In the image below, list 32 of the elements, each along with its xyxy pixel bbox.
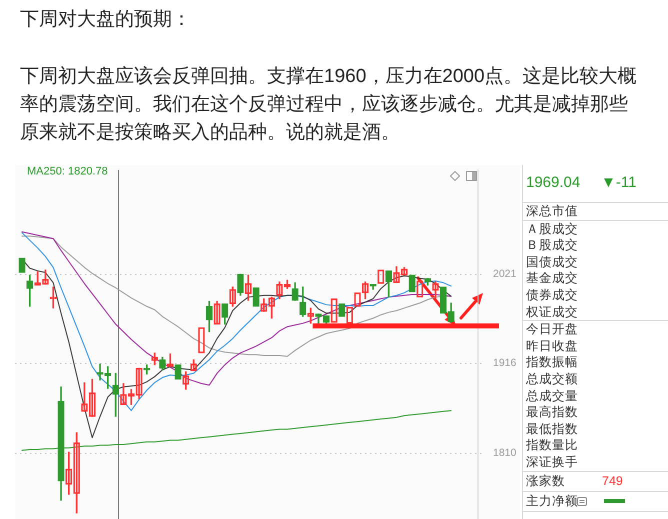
category-label: 指数量比 [526, 437, 578, 454]
category-label: 指数振幅 [526, 354, 578, 371]
y-tick-label: 2021 [493, 268, 517, 280]
chart-subtitle: 下周初大盘应该会反弹回抽。支撑在1960，压力在2000点。这是比较大概率的震荡空间。我们在这个反弹过程中，应该逐步减仓。尤其是减掉那些原来就不是按策略买入的品种。说的就是酒。 [20, 65, 638, 145]
candlestick [18, 258, 26, 273]
category-label: 权证成交 [526, 304, 578, 320]
candlestick [408, 274, 416, 292]
category-label: 深证换手 [526, 454, 578, 470]
category-label: 深总市值 [526, 203, 578, 220]
candlestick [338, 304, 346, 317]
text: ▼-11 [601, 174, 636, 192]
category-label: Ａ股成交 [526, 220, 578, 238]
category-label: 最高指数 [526, 404, 578, 421]
category-label: 债券成交 [526, 286, 578, 304]
category-label: 国债成交 [526, 254, 578, 270]
y-tick-label: 1810 [493, 446, 517, 459]
text: 1969.04 [526, 174, 580, 192]
category-label: 昨日收盘 [526, 338, 578, 354]
category-label: 今日开盘 [526, 321, 578, 338]
text: 749 [602, 474, 623, 488]
category-label: 基金成交 [526, 270, 578, 287]
candlestick [174, 364, 182, 380]
category-label: 涨家数 [526, 472, 565, 490]
chart-title: 下周对大盘的预期： [20, 8, 191, 32]
category-label: 总成交额 [526, 370, 578, 388]
text: MA250: 1820.78 [27, 166, 108, 178]
y-tick-label: 1916 [493, 357, 517, 370]
candlestick [252, 287, 260, 307]
category-label: 最低指数 [526, 420, 578, 438]
category-label: Ｂ股成交 [526, 237, 578, 254]
category-label: 总成交量 [526, 388, 578, 404]
category-label: 主力净额 [526, 492, 578, 510]
